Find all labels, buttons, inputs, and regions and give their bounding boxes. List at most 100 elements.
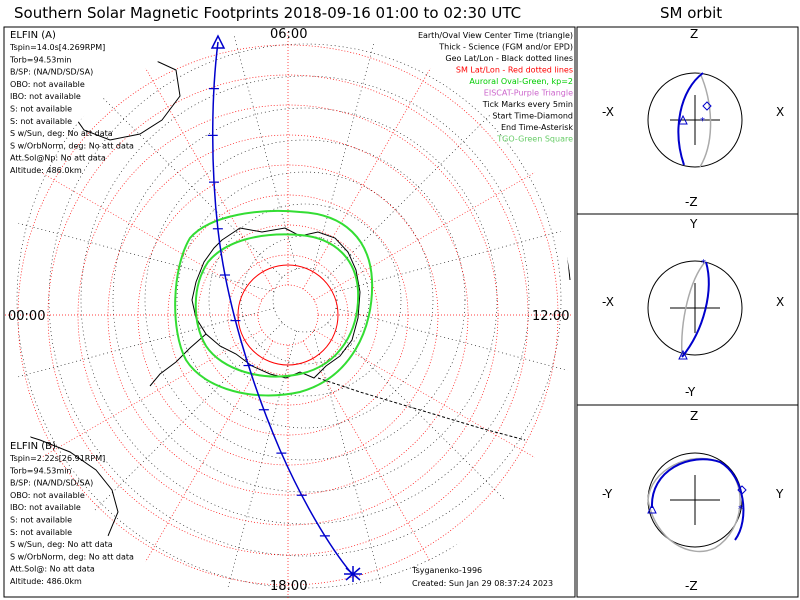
figure-title: Southern Solar Magnetic Footprints 2018-… — [14, 4, 521, 22]
info-line: OBO: not available — [10, 80, 85, 89]
label-yz-top: Z — [690, 409, 698, 423]
legend-entry: EISCAT-Purple Triangle — [484, 89, 573, 98]
info-line: Altitude: 486.0km — [10, 577, 82, 586]
geo-lon-line — [335, 222, 573, 293]
polar-plot — [3, 30, 573, 600]
geo-lon-line — [92, 87, 283, 278]
geo-lon-line — [335, 307, 573, 378]
info-line: IBO: not available — [10, 503, 81, 512]
info-line: S w/Sun, deg: No att data — [10, 129, 113, 138]
orbit-diamond-yz — [737, 485, 747, 495]
label-xy-left: -X — [602, 295, 614, 309]
earth-circle-xy — [647, 260, 743, 356]
geo-lon-line — [312, 330, 383, 590]
legend-entry: SM Lat/Lon - Red dotted lines — [456, 66, 573, 75]
orbit-grey-xy — [680, 261, 706, 357]
elfin-b-info: ELFIN (B) Tspin=2.22s[26.91RPM] Torb=94.5… — [9, 441, 134, 586]
sm-lon-line — [302, 340, 434, 567]
auroral-oval — [174, 209, 374, 397]
label-xz-bottom: -Z — [685, 195, 698, 209]
sm-lon-line — [36, 169, 263, 301]
oval-inner — [194, 233, 360, 378]
oval-outer — [174, 209, 374, 397]
model-label: Tsyganenko-1996 — [411, 566, 482, 575]
geo-lon-line — [312, 30, 383, 270]
mlt-label-right: 12:00 — [532, 309, 569, 324]
geo-lat-circle — [80, 75, 530, 525]
orbit-asterisk-xy: * — [701, 258, 706, 269]
sm-orbit-title: SM orbit — [660, 4, 722, 22]
geo-lat-circle — [272, 267, 338, 333]
legend-entry: Auroral Oval-Green, kp=2 — [469, 77, 573, 86]
legend-entry: End Time-Asterisk — [501, 123, 573, 132]
label-yz-right: Y — [775, 487, 784, 501]
info-line: S w/OrbNorm, deg: No att data — [10, 141, 134, 150]
elfin-a-info: ELFIN (A) Tspin=14.0s[4.269RPM] Torb=94.5… — [9, 30, 134, 175]
elfin-a-track-line — [212, 41, 353, 575]
geo-lon-line — [15, 222, 275, 293]
mlt-label-top: 06:00 — [270, 27, 307, 42]
info-line: S: not available — [10, 105, 72, 114]
earth-circle-xz — [647, 72, 743, 168]
created-timestamp: Created: Sun Jan 29 08:37:24 2023 — [412, 579, 553, 588]
orbit-blue-xz — [677, 72, 704, 166]
info-line: B/SP: (NA/ND/SD/SA) — [10, 479, 93, 488]
mlt-label-left: 00:00 — [8, 309, 45, 324]
info-line: Att.Sol@: No att data — [10, 565, 95, 574]
orbit-panel-yz: * Z -Z -Y Y — [602, 409, 784, 593]
sm-lon-line — [313, 329, 540, 461]
orbit-grey-yz — [647, 457, 741, 553]
elfin-a-header: ELFIN (A) — [10, 30, 56, 41]
orbit-panel-frame — [576, 26, 799, 598]
elfin-b-header: ELFIN (B) — [10, 441, 56, 452]
orbit-panel-xz: * Z -Z -X X — [602, 27, 784, 209]
geo-lat-circle — [176, 171, 434, 429]
geo-lon-line — [227, 30, 298, 270]
orbit-grey-xz — [699, 72, 712, 168]
sm-reference-circle — [237, 264, 339, 366]
geo-lat-circle — [112, 107, 498, 493]
label-xz-top: Z — [690, 27, 698, 41]
geo-lon-line — [327, 87, 518, 278]
orbit-blue-xy — [681, 261, 710, 358]
label-xz-right: X — [776, 105, 784, 119]
sm-grid — [3, 30, 573, 600]
info-line: B/SP: (NA/ND/SD/SA) — [10, 68, 93, 77]
label-xy-bottom: -Y — [685, 385, 696, 399]
info-line: Att.Sol@Np: No att data — [10, 154, 106, 163]
info-line: S w/Sun, deg: No att data — [10, 540, 113, 549]
label-xz-left: -X — [602, 105, 614, 119]
legend-entry: Earth/Oval View Center Time (triangle) — [418, 31, 573, 40]
info-line: Tspin=14.0s[4.269RPM] — [9, 43, 105, 52]
africa-coast — [429, 39, 571, 281]
geo-lon-line — [227, 330, 298, 590]
geo-lat-circle — [48, 43, 562, 557]
label-yz-bottom: -Z — [685, 579, 698, 593]
info-line: IBO: not available — [10, 92, 81, 101]
label-yz-left: -Y — [602, 487, 613, 501]
orbit-start-triangle-xz — [678, 114, 688, 125]
start-triangle-marker — [210, 34, 226, 49]
info-line: Torb=94.53min — [9, 466, 71, 475]
info-line: Torb=94.53min — [9, 55, 71, 64]
geo-lat-circle — [16, 30, 573, 589]
info-line: S: not available — [10, 117, 72, 126]
polar-plot-frame — [3, 26, 576, 598]
track-tick-marks — [207, 88, 330, 537]
legend-entry: Tick Marks every 5min — [482, 100, 573, 109]
geo-lon-line — [92, 322, 283, 513]
mlt-label-bottom: 18:00 — [270, 579, 307, 594]
geo-grid — [15, 30, 573, 590]
legend: Earth/Oval View Center Time (triangle) Th… — [418, 31, 573, 144]
terminator-dashed-line — [317, 377, 526, 441]
info-line: S: not available — [10, 516, 72, 525]
legend-entry: TGO-Green Square — [496, 135, 573, 144]
antarctic-peninsula — [149, 333, 207, 387]
legend-entry: Thick - Science (FGM and/or EPD) — [438, 43, 573, 52]
sm-lon-line — [36, 329, 263, 461]
geo-lat-circle — [144, 139, 466, 461]
sm-lon-line — [313, 169, 540, 301]
orbit-panel-xy: * Y -Y -X X — [602, 217, 784, 399]
orbit-start-triangle-xy — [678, 349, 688, 360]
